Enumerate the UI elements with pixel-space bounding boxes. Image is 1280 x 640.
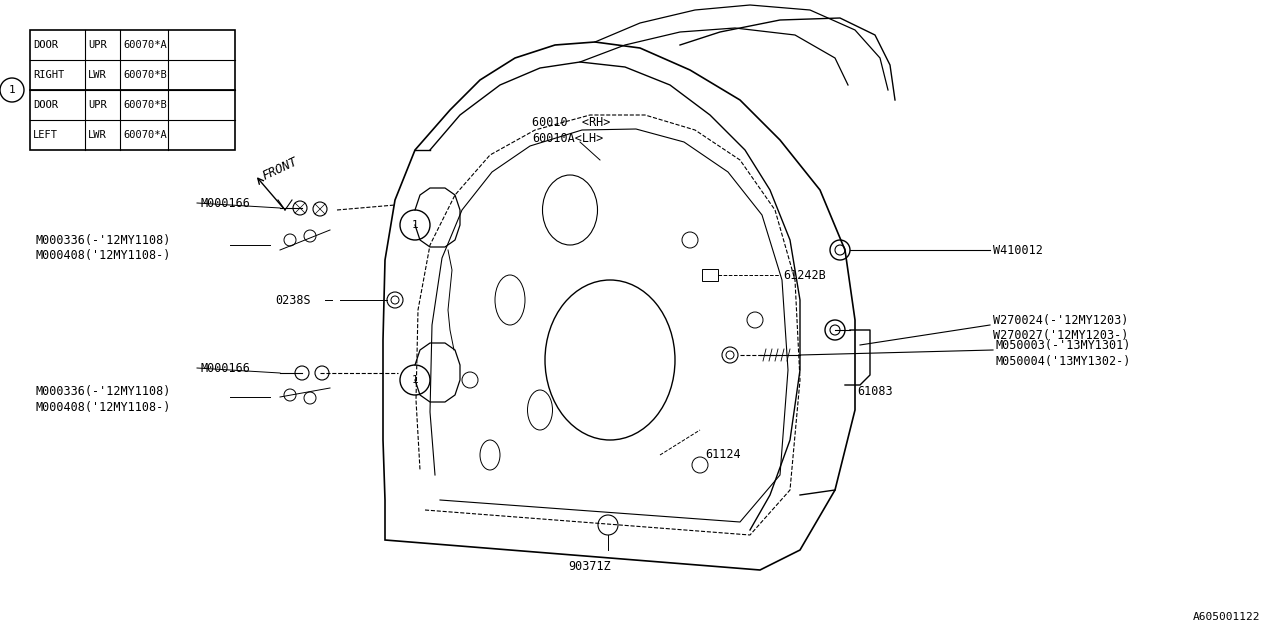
Text: LWR: LWR bbox=[88, 130, 106, 140]
Text: M000408('12MY1108-): M000408('12MY1108-) bbox=[35, 401, 170, 413]
Text: 61242B: 61242B bbox=[783, 269, 826, 282]
Text: M000166: M000166 bbox=[200, 362, 250, 374]
Text: UPR: UPR bbox=[88, 40, 106, 50]
Text: 0238S: 0238S bbox=[275, 294, 311, 307]
Text: 60070*B: 60070*B bbox=[123, 100, 166, 110]
Text: 1: 1 bbox=[412, 375, 419, 385]
Text: LEFT: LEFT bbox=[33, 130, 58, 140]
Text: 1: 1 bbox=[9, 85, 15, 95]
Text: W270024(-'12MY1203): W270024(-'12MY1203) bbox=[993, 314, 1129, 326]
Text: 90371Z: 90371Z bbox=[568, 560, 612, 573]
Text: M000336(-'12MY1108): M000336(-'12MY1108) bbox=[35, 385, 170, 399]
Text: W410012: W410012 bbox=[993, 243, 1043, 257]
Text: RIGHT: RIGHT bbox=[33, 70, 64, 80]
Text: UPR: UPR bbox=[88, 100, 106, 110]
Text: 61124: 61124 bbox=[705, 449, 741, 461]
Text: 60070*A: 60070*A bbox=[123, 40, 166, 50]
Text: 60010  <RH>: 60010 <RH> bbox=[532, 115, 611, 129]
Text: 1: 1 bbox=[412, 220, 419, 230]
Text: FRONT: FRONT bbox=[260, 156, 300, 183]
Text: 61083: 61083 bbox=[858, 385, 892, 398]
Text: LWR: LWR bbox=[88, 70, 106, 80]
Text: A605001122: A605001122 bbox=[1193, 612, 1260, 622]
Text: M050004('13MY1302-): M050004('13MY1302-) bbox=[995, 355, 1130, 367]
Text: W270027('12MY1203-): W270027('12MY1203-) bbox=[993, 328, 1129, 342]
Text: M000408('12MY1108-): M000408('12MY1108-) bbox=[35, 248, 170, 262]
Text: 60010A<LH>: 60010A<LH> bbox=[532, 131, 603, 145]
Text: M050003(-'13MY1301): M050003(-'13MY1301) bbox=[995, 339, 1130, 351]
Text: M000336(-'12MY1108): M000336(-'12MY1108) bbox=[35, 234, 170, 246]
Text: 60070*B: 60070*B bbox=[123, 70, 166, 80]
Text: DOOR: DOOR bbox=[33, 40, 58, 50]
Text: M000166: M000166 bbox=[200, 196, 250, 209]
Text: DOOR: DOOR bbox=[33, 100, 58, 110]
Text: 60070*A: 60070*A bbox=[123, 130, 166, 140]
